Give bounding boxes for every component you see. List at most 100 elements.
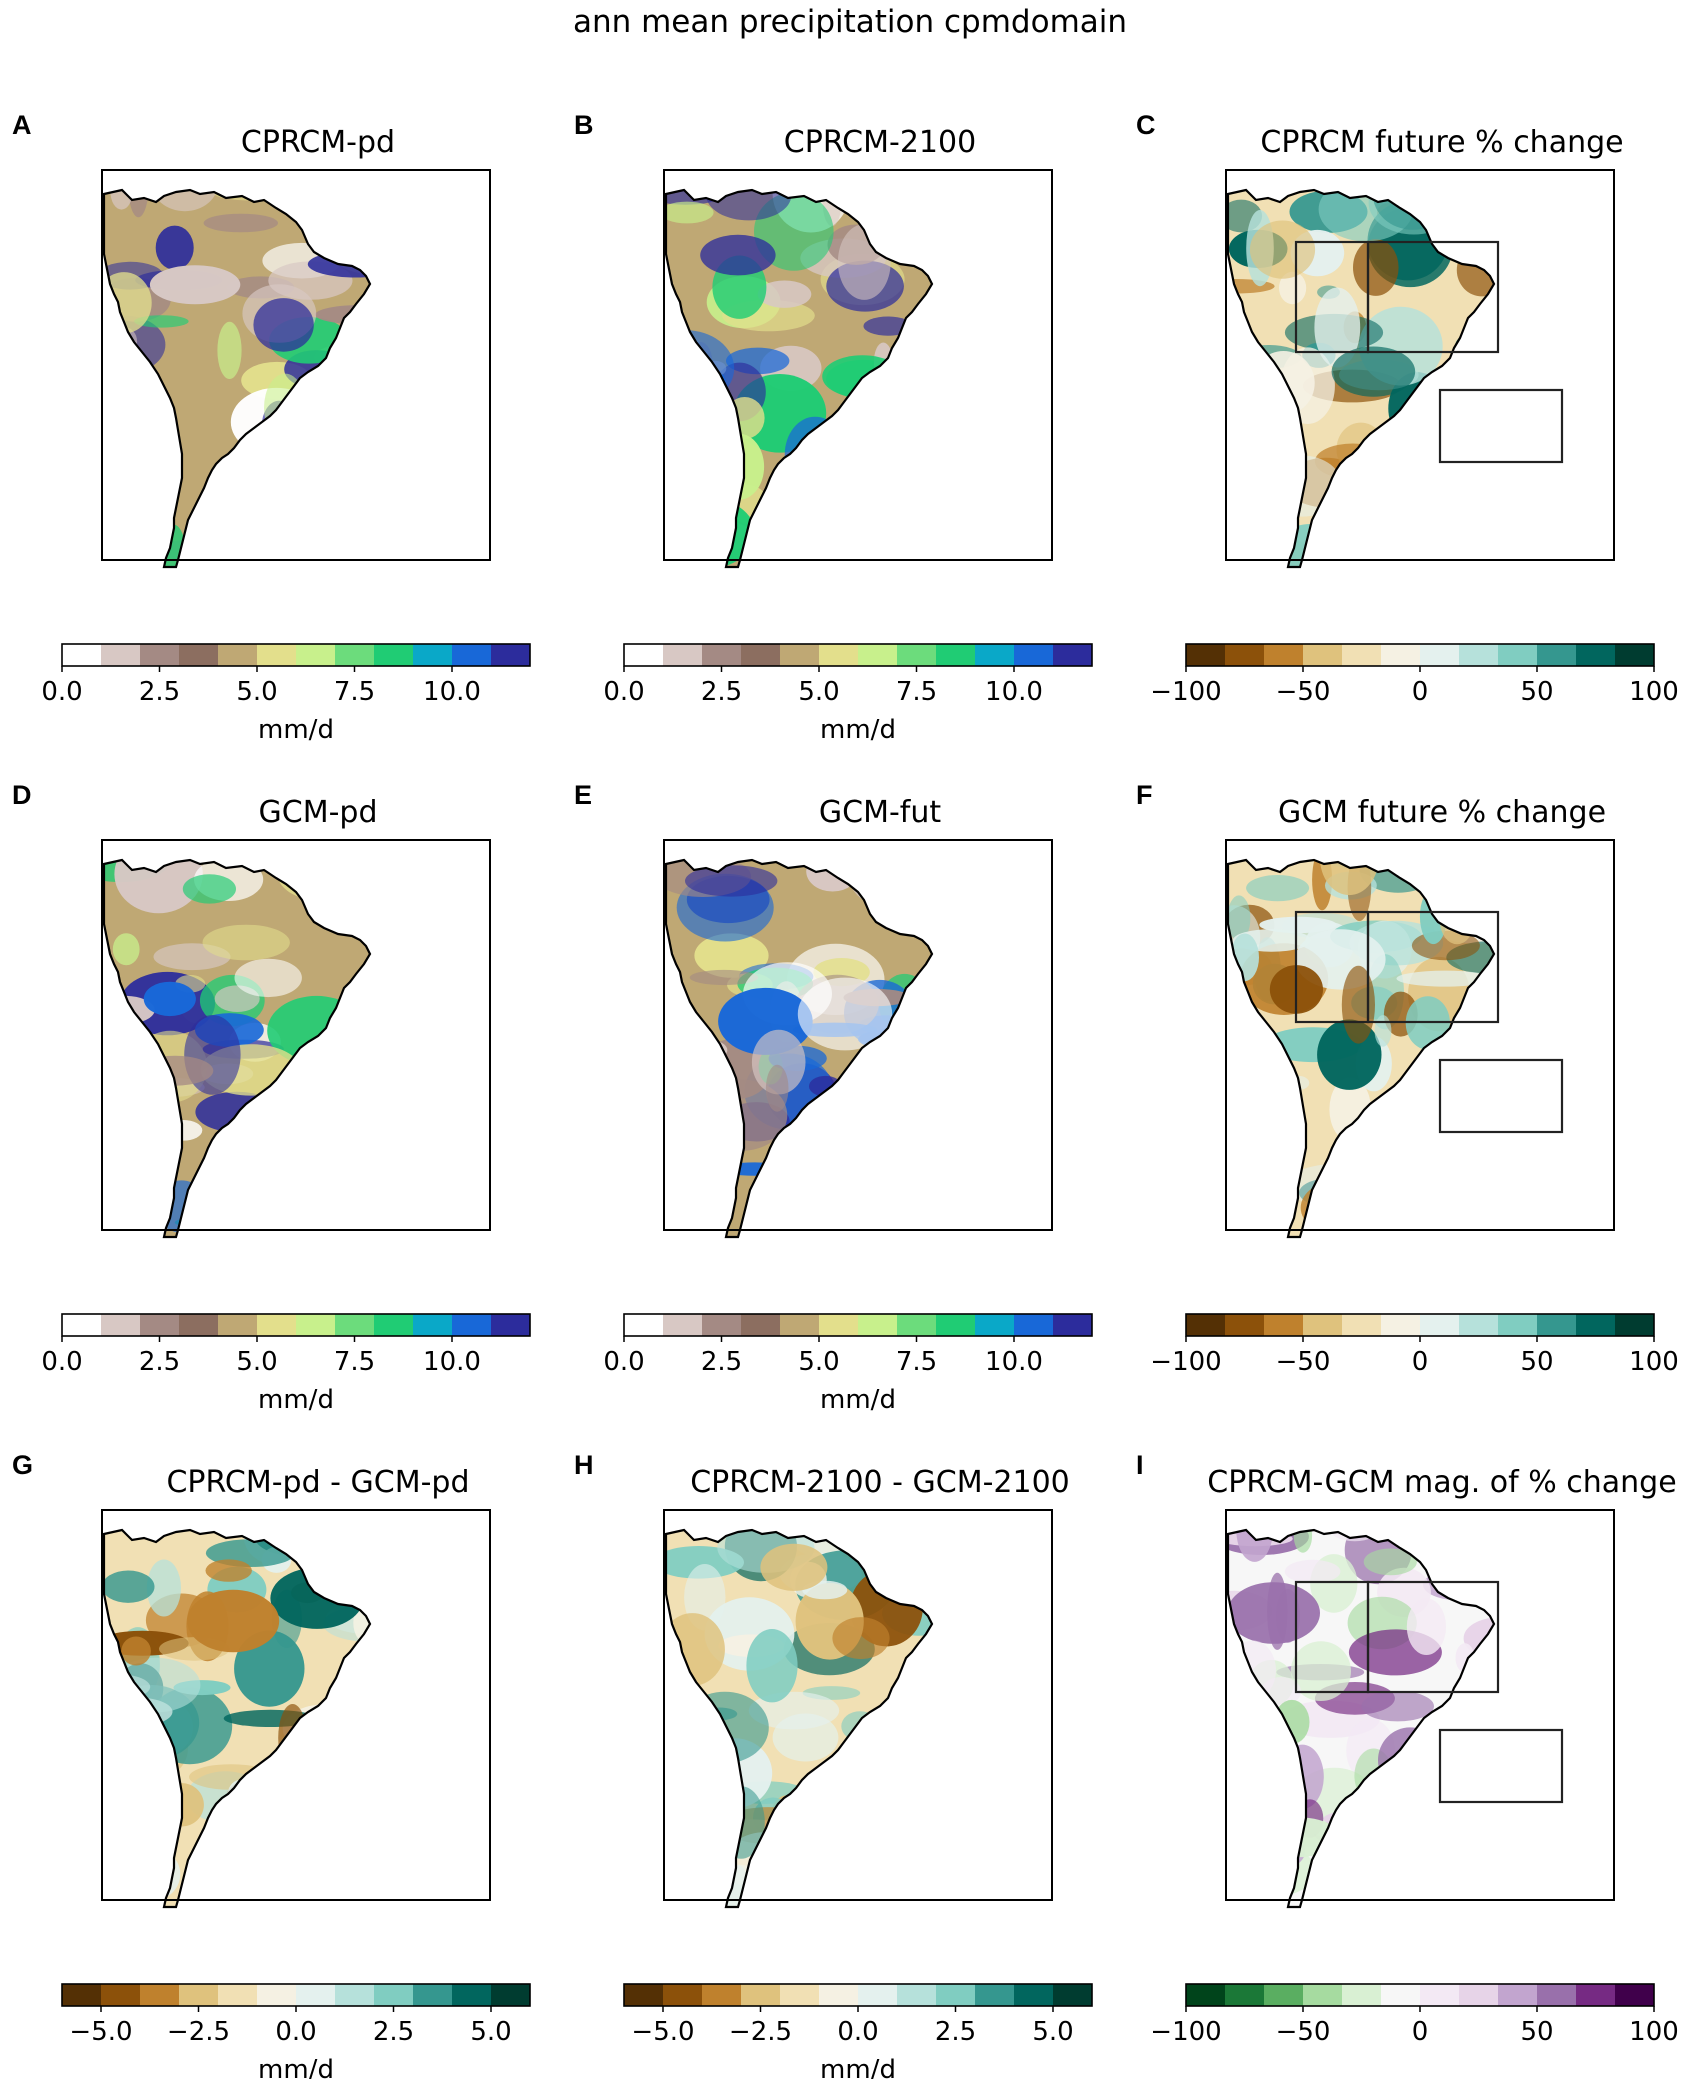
coastline xyxy=(1226,1528,1496,1909)
panel-label: C xyxy=(1136,110,1156,140)
colorbar-tick-label: 7.5 xyxy=(334,677,375,707)
panel-label: H xyxy=(574,1450,594,1480)
colorbar-unit: mm/d xyxy=(258,715,334,745)
coastline xyxy=(664,1528,934,1909)
colorbar-tick-label: 50 xyxy=(1520,1347,1553,1377)
colorbar-segment xyxy=(1381,644,1421,666)
panel-title: CPRCM-GCM mag. of % change xyxy=(1207,1465,1676,1500)
colorbar-segment xyxy=(101,1984,141,2006)
colorbar-segment xyxy=(780,644,820,666)
coastline xyxy=(1226,188,1496,569)
colorbar-segment xyxy=(218,1984,258,2006)
colorbar-segment xyxy=(897,1984,937,2006)
colorbar-segment xyxy=(1420,1984,1460,2006)
colorbar-segment xyxy=(975,644,1015,666)
coastline xyxy=(1226,858,1496,1239)
colorbar-segment xyxy=(741,1984,781,2006)
colorbar-tick-label: 7.5 xyxy=(896,1347,937,1377)
colorbar-segment xyxy=(1303,1984,1343,2006)
colorbar-segment xyxy=(413,1314,453,1336)
colorbar-segment xyxy=(452,644,492,666)
colorbar-tick-label: 0 xyxy=(1412,1347,1429,1377)
panel-label: D xyxy=(12,780,32,810)
region-box xyxy=(1438,1058,1564,1134)
panel-title: GCM future % change xyxy=(1278,795,1606,830)
colorbar-segment xyxy=(1342,1314,1382,1336)
colorbar-tick-label: 0.0 xyxy=(603,1347,644,1377)
colorbar-tick-label: 2.5 xyxy=(701,677,742,707)
colorbar-segment xyxy=(663,644,703,666)
colorbar-tick-label: −5.0 xyxy=(69,2017,132,2047)
panel-label: B xyxy=(574,110,594,140)
colorbar-segment xyxy=(413,1984,453,2006)
colorbar-tick-label: −2.5 xyxy=(729,2017,792,2047)
colorbar-unit: mm/d xyxy=(820,2055,896,2079)
colorbar-tick-label: 0.0 xyxy=(41,1347,82,1377)
colorbar-segment xyxy=(257,1984,297,2006)
colorbar-segment xyxy=(218,644,258,666)
colorbar-segment xyxy=(1342,644,1382,666)
map-frame xyxy=(101,1509,491,1901)
colorbar-segment xyxy=(1537,644,1577,666)
colorbar-segment xyxy=(1053,1984,1093,2006)
colorbar-unit: mm/d xyxy=(258,1385,334,1415)
colorbar: −5.0 −2.5 0.0 2.5 5.0 mm/d xyxy=(61,1983,531,2079)
colorbar-tick-label: 5.0 xyxy=(798,1347,839,1377)
colorbar-tick-label: 100 xyxy=(1629,1347,1679,1377)
colorbar-segment xyxy=(62,644,102,666)
region-box xyxy=(1366,240,1500,354)
colorbar-segment xyxy=(1303,644,1343,666)
map-frame xyxy=(663,1509,1053,1901)
colorbar-tick-label: 5.0 xyxy=(470,2017,511,2047)
colorbar-tick-label: −5.0 xyxy=(631,2017,694,2047)
colorbar-tick-label: 7.5 xyxy=(334,1347,375,1377)
colorbar-tick-label: 0 xyxy=(1412,677,1429,707)
colorbar-segment xyxy=(624,1314,664,1336)
colorbar-segment xyxy=(335,1314,375,1336)
panel-label: E xyxy=(574,780,592,810)
colorbar-tick-label: 0 xyxy=(1412,2017,1429,2047)
colorbar-segment xyxy=(702,1314,742,1336)
panel-label: A xyxy=(12,110,32,140)
map-frame xyxy=(1225,169,1615,561)
colorbar-tick-label: 50 xyxy=(1520,677,1553,707)
colorbar-segment xyxy=(936,1314,976,1336)
colorbar-tick-label: −100 xyxy=(1150,2017,1221,2047)
colorbar-tick-label: 2.5 xyxy=(935,2017,976,2047)
panel-title: GCM-fut xyxy=(819,795,941,830)
colorbar-segment xyxy=(452,1314,492,1336)
colorbar-segment xyxy=(1615,1314,1655,1336)
colorbar-segment xyxy=(374,1314,414,1336)
colorbar-tick-label: 0.0 xyxy=(603,677,644,707)
colorbar-segment xyxy=(1186,644,1226,666)
panel-label: G xyxy=(12,1450,33,1480)
panel-c: C CPRCM future % change −100 −50 0 50 100 xyxy=(1136,110,1679,707)
colorbar-tick-label: 5.0 xyxy=(236,1347,277,1377)
colorbar-segment xyxy=(858,1984,898,2006)
colorbar-segment xyxy=(819,1984,859,2006)
colorbar-segment xyxy=(179,644,219,666)
colorbar: 0.0 2.5 5.0 7.5 10.0 mm/d xyxy=(603,643,1093,745)
region-box xyxy=(1438,1728,1564,1804)
colorbar-segment xyxy=(1225,1314,1265,1336)
colorbar-tick-label: 5.0 xyxy=(1032,2017,1073,2047)
colorbar-segment xyxy=(140,1314,180,1336)
panel-label: F xyxy=(1136,780,1153,810)
colorbar-segment xyxy=(1264,644,1304,666)
colorbar-segment xyxy=(140,1984,180,2006)
colorbar-unit: mm/d xyxy=(820,1385,896,1415)
colorbar-segment xyxy=(1053,644,1093,666)
map-frame xyxy=(1225,1509,1615,1901)
colorbar-segment xyxy=(1420,1314,1460,1336)
colorbar-segment xyxy=(1576,1314,1616,1336)
colorbar-segment xyxy=(1225,1984,1265,2006)
colorbar-segment xyxy=(780,1984,820,2006)
colorbar-segment xyxy=(1420,644,1460,666)
colorbar-segment xyxy=(179,1314,219,1336)
panel-title: CPRCM-pd xyxy=(241,125,395,160)
colorbar: −100 −50 0 50 100 xyxy=(1150,1983,1679,2047)
panel-i: I CPRCM-GCM mag. of % change −100 −50 0 50 100 xyxy=(1136,1450,1679,2047)
colorbar-segment xyxy=(374,1984,414,2006)
colorbar-segment xyxy=(296,1314,336,1336)
colorbar-segment xyxy=(335,1984,375,2006)
